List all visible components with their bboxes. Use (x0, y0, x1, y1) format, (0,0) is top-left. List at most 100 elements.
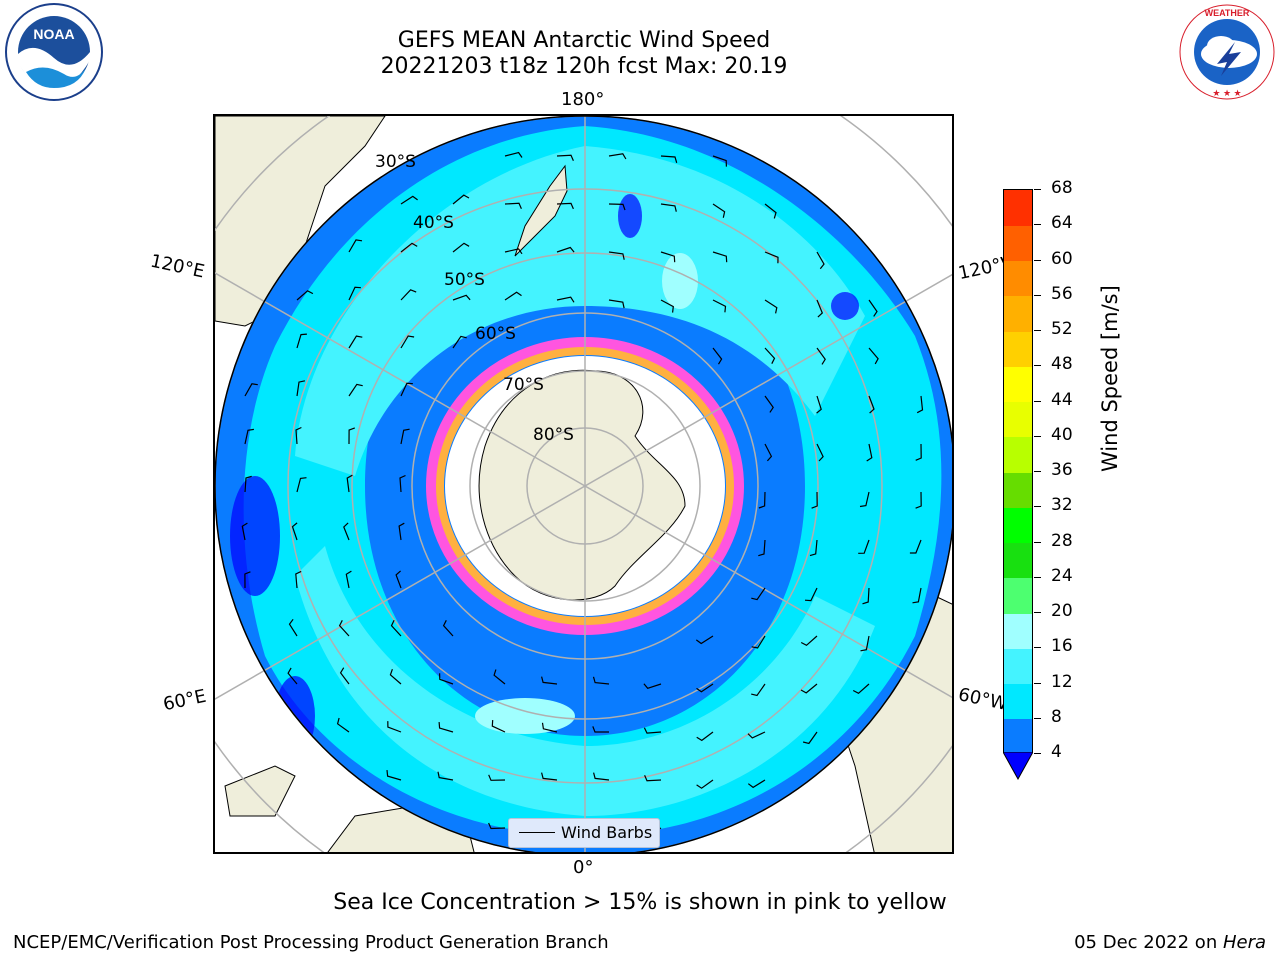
colorbar-segment (1004, 507, 1032, 543)
colorbar-segment (1004, 613, 1032, 649)
wind-barb (338, 620, 350, 637)
wind-min-patch-4 (831, 292, 859, 320)
wind-barb (802, 731, 818, 745)
colorbar-tick (1034, 612, 1041, 613)
wind-barb (339, 667, 350, 685)
colorbar-tick (1034, 189, 1041, 190)
wind-barb (592, 676, 610, 685)
colorbar-tick-label: 44 (1051, 389, 1073, 410)
wind-barb (491, 720, 506, 733)
lat-label-80s: 80°S (533, 425, 574, 445)
colorbar-segment (1004, 718, 1032, 755)
wind-barb (868, 395, 875, 414)
wind-barb (348, 286, 361, 301)
wind-barb (696, 779, 714, 789)
colorbar-tick (1034, 224, 1041, 226)
wind-barb (660, 251, 676, 263)
wind-barb (504, 202, 522, 210)
wind-barb (346, 474, 353, 493)
wind-barb (400, 195, 418, 205)
lat-label-70s: 70°S (503, 375, 544, 395)
colorbar-title: Wind Speed [m/s] (1098, 285, 1122, 472)
wind-min-patch-1 (230, 476, 280, 596)
wind-barb (493, 669, 506, 685)
wind-barb (859, 491, 870, 508)
wind-barb (800, 635, 818, 647)
colorbar-tick-label: 20 (1051, 601, 1073, 621)
colorbar-segment (1004, 366, 1032, 402)
wind-barb (593, 772, 610, 781)
wind-barb (504, 248, 523, 255)
wind-barb (437, 771, 454, 781)
wind-barb (442, 620, 454, 637)
wind-barb (556, 296, 575, 303)
nws-logo: WEATHER ★ ★ ★ (1179, 4, 1275, 100)
colorbar-tick-label: 68 (1051, 178, 1073, 198)
wind-barb (764, 395, 774, 413)
colorbar-under-arrow (1003, 752, 1033, 780)
wind-barb (747, 731, 766, 739)
wind-barb (764, 203, 777, 219)
wind-barb (804, 587, 818, 602)
footer-date: 05 Dec 2022 on Hera (1074, 932, 1266, 953)
wind-barb (452, 242, 470, 253)
wind-barb (295, 570, 302, 589)
wind-barb (244, 428, 254, 445)
wind-barb (764, 251, 779, 264)
wind-barb (452, 194, 470, 205)
wind-barb (816, 443, 824, 462)
wind-barb (592, 726, 609, 733)
colorbar-tick (1034, 753, 1041, 754)
wind-barb (345, 570, 352, 589)
colorbar-tick-label: 56 (1051, 283, 1073, 304)
wind-barb (816, 347, 826, 365)
land-new-zealand (514, 164, 568, 257)
wind-barb (758, 539, 766, 557)
svg-text:★ ★ ★: ★ ★ ★ (1212, 88, 1241, 98)
wind-barbs (241, 151, 924, 836)
noaa-logo: NOAA (5, 3, 103, 101)
colorbar-segment (1004, 472, 1032, 508)
map-legend: Wind Barbs (508, 818, 660, 848)
wind-barb (400, 382, 413, 397)
colorbar-segment (1004, 436, 1032, 473)
colorbar-tick-label: 48 (1051, 354, 1073, 375)
wind-barb (399, 474, 406, 493)
wind-barb (439, 673, 454, 685)
wind-barb (696, 731, 714, 742)
svg-text:WEATHER: WEATHER (1205, 8, 1250, 18)
colorbar-segment (1004, 331, 1032, 367)
wind-barb (712, 155, 727, 167)
wind-barb (608, 203, 626, 211)
colorbar-tick (1034, 682, 1041, 684)
wind-barb (852, 683, 870, 695)
wind-barb (608, 153, 627, 160)
wind-barb (400, 428, 410, 445)
wind-barb (348, 335, 363, 349)
wind-barb (295, 426, 302, 445)
colorbar-segment (1004, 577, 1032, 614)
wind-barb (241, 522, 248, 541)
lat-label-30s: 30°S (375, 152, 416, 172)
wind-barb (868, 299, 878, 317)
wind-barb (343, 522, 350, 541)
wind-barb (244, 571, 251, 589)
wind-barb (751, 587, 766, 601)
colorbar-segment (1004, 542, 1032, 579)
wind-barb (244, 475, 252, 493)
wind-barb (747, 779, 766, 789)
colorbar-tick (1034, 541, 1041, 543)
wind-barb (336, 717, 350, 733)
wind-barb (244, 383, 258, 397)
colorbar-tick (1034, 294, 1041, 296)
colorbar-tick-label: 12 (1051, 671, 1073, 692)
wind-barb (866, 443, 873, 462)
wind-barb (296, 380, 306, 397)
wind-barb (751, 683, 766, 697)
wind-barb (816, 395, 822, 414)
wind-barb (296, 477, 307, 493)
wind-barb (862, 587, 870, 605)
wind-barb (751, 635, 766, 649)
wind-barb (348, 427, 356, 445)
wind-barb (291, 522, 298, 541)
